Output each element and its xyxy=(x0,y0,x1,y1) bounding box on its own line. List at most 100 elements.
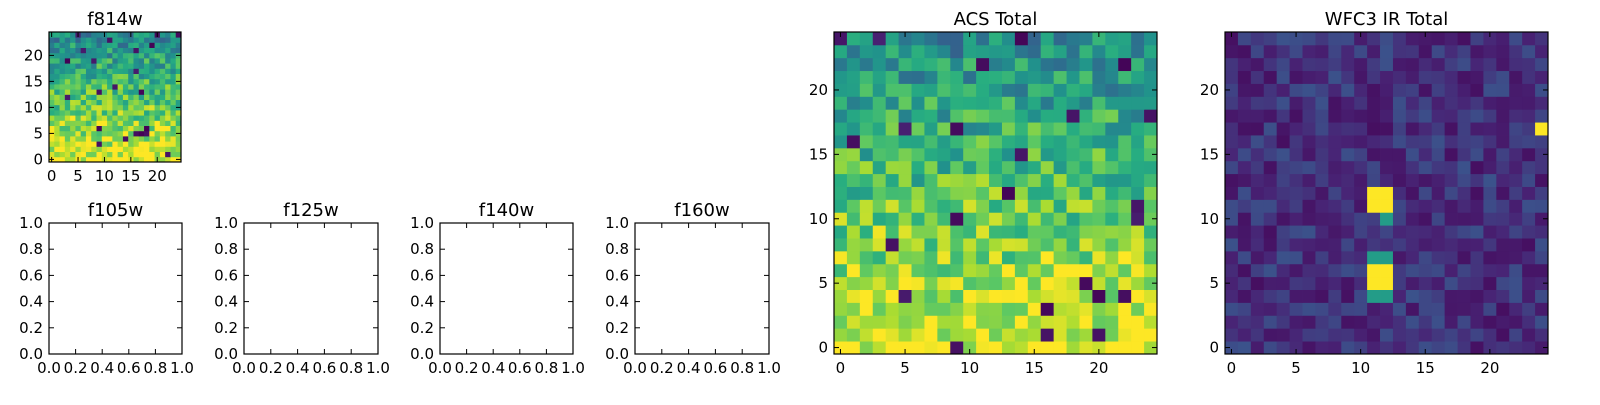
heatmap-cell xyxy=(80,94,87,100)
heatmap-cell xyxy=(138,32,145,38)
heatmap-cell xyxy=(107,89,113,95)
heatmap-cell xyxy=(963,238,977,252)
heatmap-cell xyxy=(112,99,119,106)
heatmap-cell xyxy=(963,289,977,303)
heatmap-cell xyxy=(1431,173,1446,187)
heatmap-cell xyxy=(1354,44,1368,59)
heatmap-cell xyxy=(175,115,182,121)
heatmap-cell xyxy=(911,212,925,226)
heatmap-cell xyxy=(1522,147,1536,162)
heatmap-cell xyxy=(1431,238,1446,252)
heatmap-cell xyxy=(1470,32,1484,46)
heatmap-cell xyxy=(1496,263,1510,278)
heatmap-cell xyxy=(170,68,177,74)
heatmap-cell xyxy=(170,151,177,158)
heatmap-cell xyxy=(59,99,66,106)
heatmap-cell xyxy=(1014,44,1029,59)
heatmap-cell xyxy=(117,136,124,142)
heatmap-cell xyxy=(1315,173,1329,187)
heatmap-cell xyxy=(1250,70,1265,84)
heatmap-cell xyxy=(1053,328,1067,342)
heatmap-cell xyxy=(1302,238,1316,252)
heatmap-cell xyxy=(170,42,177,48)
heatmap-cell xyxy=(96,130,103,137)
heatmap-cell xyxy=(1470,109,1484,123)
heatmap-cell xyxy=(1418,238,1433,252)
heatmap-cell xyxy=(117,110,124,116)
heatmap-cell xyxy=(1276,186,1290,200)
heatmap-cell xyxy=(963,302,977,316)
heatmap-cell xyxy=(49,115,55,121)
heatmap-cell xyxy=(1105,315,1119,329)
heatmap-cell xyxy=(1444,70,1458,84)
heatmap-cell xyxy=(49,89,55,95)
heatmap-cell xyxy=(80,52,87,59)
heatmap-cell xyxy=(1380,57,1394,72)
heatmap-cell xyxy=(96,42,103,48)
heatmap-cell xyxy=(154,42,161,48)
heatmap-cell xyxy=(117,151,124,158)
heatmap-cell xyxy=(138,68,145,74)
heatmap-cell xyxy=(834,135,848,149)
heatmap-cell xyxy=(846,186,861,200)
heatmap-cell xyxy=(70,84,76,90)
heatmap-cell xyxy=(133,78,140,85)
heatmap-cell xyxy=(117,68,124,74)
heatmap-cell xyxy=(937,147,951,162)
heatmap-cell xyxy=(1001,122,1016,136)
heatmap-cell xyxy=(54,136,60,142)
heatmap-cell xyxy=(989,109,1003,123)
heatmap-cell xyxy=(107,156,113,163)
heatmap-cell xyxy=(1483,199,1497,213)
heatmap-cell xyxy=(144,136,150,142)
heatmap-cell xyxy=(1105,109,1119,123)
heatmap-cell xyxy=(112,78,119,85)
heatmap-cell xyxy=(1483,315,1497,329)
heatmap-cell xyxy=(80,146,87,152)
heatmap-cell xyxy=(1105,302,1119,316)
heatmap-cell xyxy=(122,94,129,100)
heatmap-cell xyxy=(1131,289,1145,303)
heatmap-cell xyxy=(1315,135,1329,149)
y-tick-label: 5 xyxy=(818,274,828,292)
heatmap-cell xyxy=(846,44,861,59)
heatmap-cell xyxy=(107,68,113,74)
heatmap-cell xyxy=(976,32,990,46)
heatmap-cell xyxy=(1040,341,1055,355)
heatmap-cell xyxy=(859,341,874,355)
heatmap-cell xyxy=(834,32,848,46)
x-tick-label: 0.8 xyxy=(339,359,363,377)
heatmap-cell xyxy=(950,289,964,303)
heatmap-cell xyxy=(165,141,171,147)
heatmap-cell xyxy=(1001,276,1016,290)
heatmap-cell xyxy=(1014,173,1029,187)
heatmap-cell xyxy=(1483,341,1497,355)
heatmap-cell xyxy=(1263,70,1278,84)
heatmap-cell xyxy=(1276,328,1290,342)
heatmap-cell xyxy=(1302,160,1316,175)
heatmap-cell xyxy=(70,37,76,43)
heatmap-cell xyxy=(107,32,113,38)
heatmap-cell xyxy=(1079,276,1093,290)
heatmap-cell xyxy=(107,120,113,126)
heatmap-cell xyxy=(122,156,129,163)
heatmap-cells xyxy=(834,32,1158,355)
heatmap-cell xyxy=(1483,122,1497,136)
heatmap-cell xyxy=(1250,289,1265,303)
heatmap-cell xyxy=(1079,70,1093,84)
heatmap-cell xyxy=(1509,109,1523,123)
heatmap-cell xyxy=(1302,328,1316,342)
heatmap-cell xyxy=(1328,263,1342,278)
heatmap-cell xyxy=(1470,96,1484,110)
heatmap-cell xyxy=(133,58,140,64)
heatmap-cell xyxy=(1118,173,1132,187)
heatmap-cell xyxy=(170,37,177,43)
heatmap-cell xyxy=(1328,57,1342,72)
heatmap-cell xyxy=(950,276,964,290)
heatmap-cell xyxy=(1457,173,1471,187)
heatmap-cell xyxy=(1522,289,1536,303)
heatmap-cell xyxy=(165,78,171,85)
heatmap-cell xyxy=(1354,341,1368,355)
heatmap-cell xyxy=(91,94,97,100)
heatmap-cell xyxy=(144,115,150,121)
